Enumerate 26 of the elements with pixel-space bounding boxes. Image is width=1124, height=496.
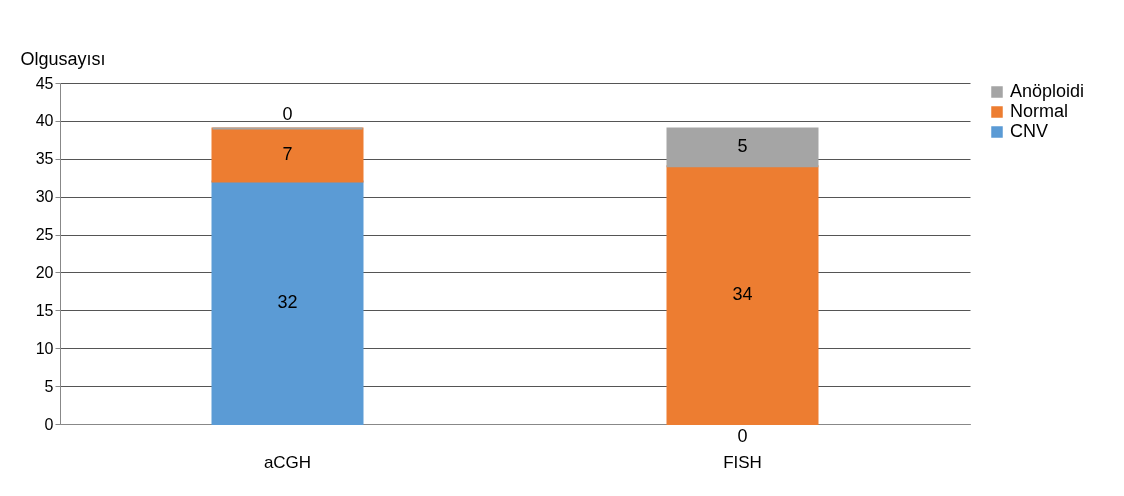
data-label: 0 (282, 104, 293, 125)
legend-label: Anöploidi (1010, 81, 1085, 101)
data-label: 0 (737, 426, 748, 446)
y-tick-label: 0 (44, 415, 54, 433)
y-tick-label: 10 (35, 339, 54, 357)
y-tick-label: 5 (44, 377, 54, 395)
y-tick-label: 20 (35, 263, 54, 281)
y-tick-label: 40 (35, 112, 54, 130)
y-tick-label: 30 (35, 188, 54, 206)
bar (211, 127, 364, 183)
bar (666, 165, 819, 425)
data-label: 7 (282, 143, 293, 164)
y-tick-label: 25 (35, 226, 54, 244)
x-tick-label: aCGH (263, 452, 312, 472)
bar (211, 180, 364, 425)
x-tick-label: FISH (723, 452, 762, 472)
data-label: 32 (277, 291, 298, 312)
legend-label: CNV (1010, 121, 1049, 141)
legend-label: Normal (1010, 101, 1069, 121)
bar (666, 127, 819, 168)
data-label: 5 (737, 136, 748, 157)
y-tick-label: 35 (35, 150, 54, 168)
y-tick-label: 15 (35, 301, 54, 319)
y-tick-label: 45 (35, 74, 54, 92)
y-axis-title: Olgusayısı (20, 48, 106, 69)
data-label: 34 (732, 284, 753, 305)
